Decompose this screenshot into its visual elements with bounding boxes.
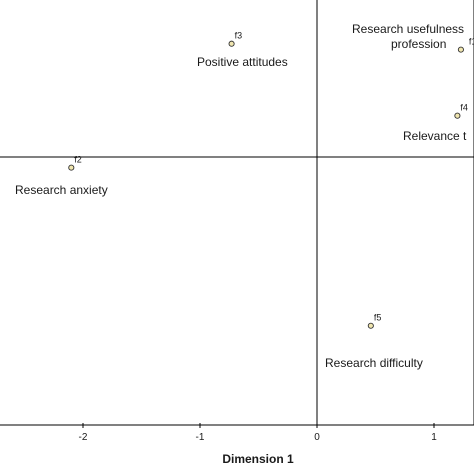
- x-axis-title: Dimension 1: [222, 452, 294, 466]
- point-text-label: profession: [391, 37, 446, 51]
- point-text-label: Research anxiety: [15, 183, 108, 197]
- point-marker: [454, 112, 461, 119]
- point-f5: f5 Research difficulty: [325, 313, 423, 370]
- point-marker: [68, 164, 75, 171]
- point-marker: [367, 322, 374, 329]
- point-f3: f3 Positive attitudes: [197, 31, 288, 69]
- point-text-label: Research difficulty: [325, 356, 423, 370]
- x-tick-label: 1: [431, 432, 437, 443]
- point-f4: f4 Relevance t: [403, 103, 468, 143]
- point-id-label: f2: [74, 155, 82, 165]
- point-marker: [457, 46, 464, 53]
- point-marker: [228, 40, 235, 47]
- point-f2: f2 Research anxiety: [15, 155, 108, 197]
- point-id-label: f4: [460, 103, 468, 113]
- x-axis-ticks: -2 -1 0 1: [79, 423, 437, 443]
- point-id-label: f3: [235, 31, 243, 41]
- x-tick-label: -2: [79, 432, 88, 443]
- point-text-label: Research usefulness: [352, 22, 464, 36]
- point-id-label: f5: [374, 313, 382, 323]
- point-text-label: Positive attitudes: [197, 55, 288, 69]
- x-tick-label: -1: [196, 432, 205, 443]
- point-id-label: f1: [469, 37, 474, 47]
- point-text-label: Relevance t: [403, 129, 467, 143]
- plot-frame: [0, 0, 474, 426]
- x-tick-label: 0: [314, 432, 320, 443]
